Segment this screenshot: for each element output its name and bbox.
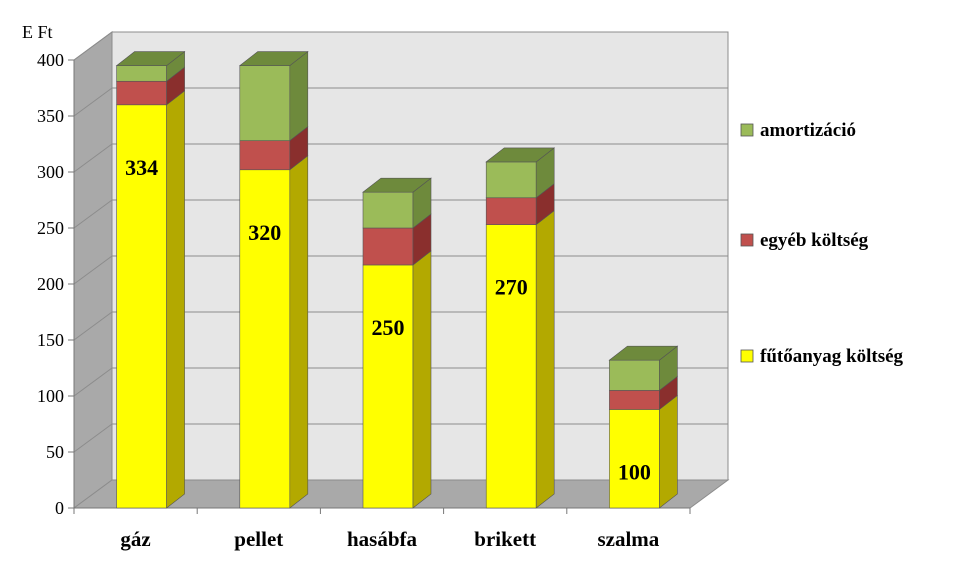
y-tick-label: 100 [37, 386, 64, 406]
bar-gáz-1 [116, 80, 167, 106]
legend-swatch [740, 349, 754, 363]
legend-label: amortizáció [760, 120, 856, 141]
gridline-side [73, 31, 113, 61]
bar-brikett-1 [485, 197, 537, 225]
x-category-label: szalma [597, 527, 659, 551]
bar-side-brikett-0 [535, 210, 555, 509]
bar-gáz-0 [116, 104, 167, 509]
axes: 0 50 100 150 200 250 300 350 400 gáz pellet hasábfa… [37, 50, 691, 551]
bar-top-gáz [115, 51, 186, 66]
y-tick-label: 0 [55, 498, 64, 518]
bar-szalma-1 [609, 390, 660, 410]
bar-top-szalma [608, 345, 679, 361]
y-tick-label: 150 [37, 330, 64, 350]
gridline-side [73, 87, 113, 117]
bar-pellet-0 [239, 169, 291, 509]
bar-side-pellet-2 [289, 50, 309, 142]
legend-swatch [740, 123, 754, 137]
gridline-side [73, 311, 113, 341]
x-category-label: brikett [474, 527, 536, 551]
y-tick-label: 400 [37, 50, 64, 70]
bar-top-pellet [238, 51, 309, 66]
bar-side-pellet-0 [289, 155, 309, 509]
bar-hasábfa-0 [362, 264, 414, 509]
bars [115, 50, 679, 509]
bar-side-gáz-0 [166, 90, 185, 509]
bar-szalma-2 [609, 359, 660, 391]
bar-brikett-2 [485, 161, 537, 199]
data-labels: 334 320 250 270 100 [125, 155, 651, 485]
legend-label: fűtőanyag költség [760, 346, 904, 367]
gridline-side [73, 423, 113, 453]
gridline-side [73, 199, 113, 229]
data-label: 320 [248, 220, 281, 245]
bar-pellet-1 [239, 140, 291, 171]
data-label: 334 [125, 155, 158, 180]
y-unit-label: E Ft [22, 22, 53, 42]
gridline-side [73, 143, 113, 173]
y-tick-label: 50 [46, 442, 64, 462]
data-label: 100 [618, 459, 651, 484]
bar-gáz-2 [116, 65, 167, 82]
data-label: 270 [495, 275, 528, 300]
data-label: 250 [372, 315, 405, 340]
legend-swatch [740, 233, 754, 247]
legend-label: egyéb költség [760, 230, 869, 251]
x-category-label: gáz [120, 527, 150, 551]
gridline-side [73, 367, 113, 397]
bar-hasábfa-1 [362, 227, 414, 266]
y-tick-label: 200 [37, 274, 64, 294]
bar-side-szalma-0 [659, 394, 678, 509]
gridline-side [73, 255, 113, 285]
y-tick-label: 250 [37, 218, 64, 238]
bar-hasábfa-2 [362, 191, 414, 229]
x-category-label: hasábfa [347, 527, 418, 551]
bar-brikett-0 [485, 224, 537, 509]
x-category-label: pellet [234, 527, 283, 551]
y-tick-label: 350 [37, 106, 64, 126]
y-tick-label: 300 [37, 162, 64, 182]
legend: amortizáció egyéb költség fűtőanyag költsé… [740, 120, 904, 367]
bar-top-brikett [485, 147, 556, 163]
bar-pellet-2 [239, 65, 291, 141]
bar-top-hasábfa [362, 177, 432, 193]
bar-side-hasábfa-0 [412, 250, 432, 509]
